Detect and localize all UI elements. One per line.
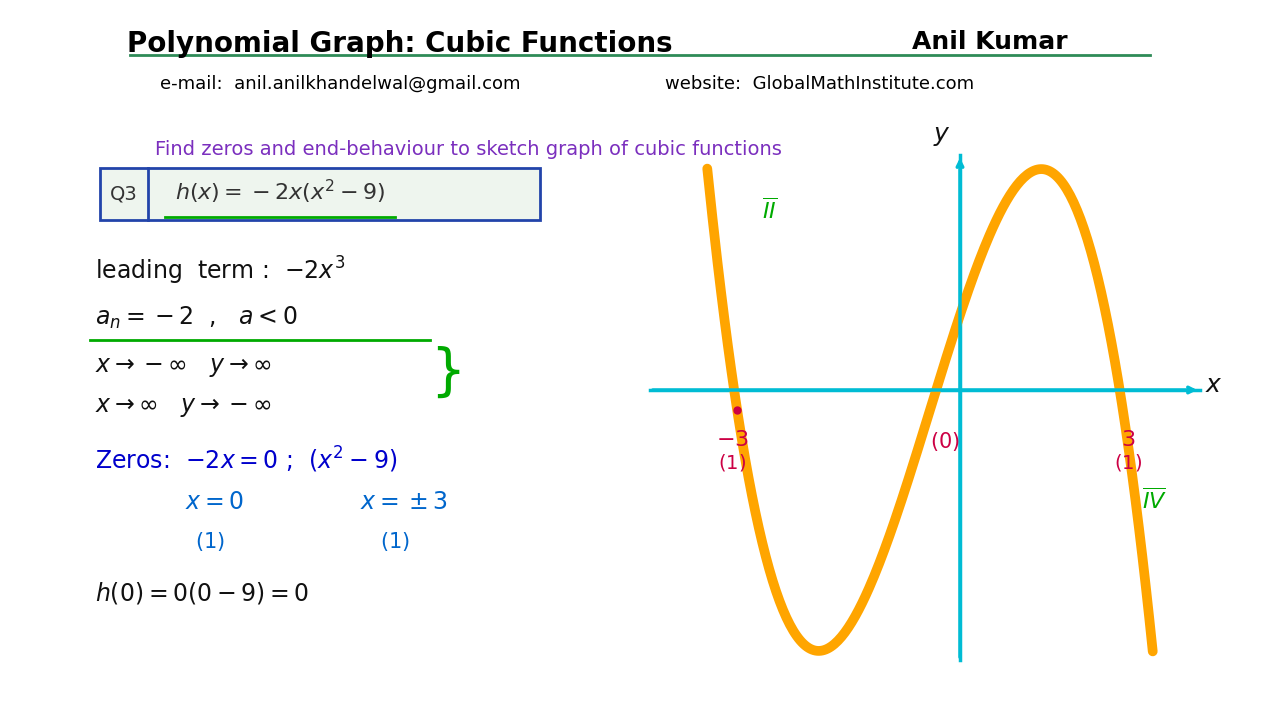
Text: $(0)$: $(0)$ [931,430,960,453]
FancyBboxPatch shape [100,168,540,220]
Text: Find zeros and end-behaviour to sketch graph of cubic functions: Find zeros and end-behaviour to sketch g… [155,140,782,159]
Text: $(1)$: $(1)$ [195,530,225,553]
Text: $(1)$: $(1)$ [380,530,410,553]
Text: Q3: Q3 [110,184,138,204]
Text: website:  GlobalMathInstitute.com: website: GlobalMathInstitute.com [666,75,974,93]
Text: $x \rightarrow \infty$   $y \rightarrow -\infty$: $x \rightarrow \infty$ $y \rightarrow -\… [95,395,271,419]
Text: $(1)$: $(1)$ [1114,452,1142,473]
Text: $y$: $y$ [933,124,951,148]
Text: $a_n = -2$  ,   $a < 0$: $a_n = -2$ , $a < 0$ [95,305,298,331]
Text: $-3$: $-3$ [716,430,749,450]
Text: $\overline{II}$: $\overline{II}$ [763,197,777,222]
Text: $(1)$: $(1)$ [718,452,746,473]
Text: Polynomial Graph: Cubic Functions: Polynomial Graph: Cubic Functions [127,30,673,58]
Text: $x = 0$: $x = 0$ [186,490,244,514]
Text: $x \rightarrow -\infty$   $y \rightarrow \infty$: $x \rightarrow -\infty$ $y \rightarrow \… [95,355,271,379]
Text: $\}$: $\}$ [430,344,461,400]
Text: $h(0) = 0(0-9) = 0$: $h(0) = 0(0-9) = 0$ [95,580,310,606]
Text: $\overline{IV}$: $\overline{IV}$ [1143,487,1167,513]
Text: e-mail:  anil.anilkhandelwal@gmail.com: e-mail: anil.anilkhandelwal@gmail.com [160,75,520,93]
Text: $x = \pm 3$: $x = \pm 3$ [360,490,448,514]
Text: $x$: $x$ [1204,373,1222,397]
Text: $3$: $3$ [1121,430,1135,450]
Text: Anil Kumar: Anil Kumar [913,30,1068,54]
Text: leading  term :  $-2x^3$: leading term : $-2x^3$ [95,255,346,287]
Text: $h(x) = -2x(x^2 - 9)$: $h(x) = -2x(x^2 - 9)$ [175,178,385,206]
Text: Zeros:  $-2x=0$ ;  $(x^2-9)$: Zeros: $-2x=0$ ; $(x^2-9)$ [95,445,397,475]
